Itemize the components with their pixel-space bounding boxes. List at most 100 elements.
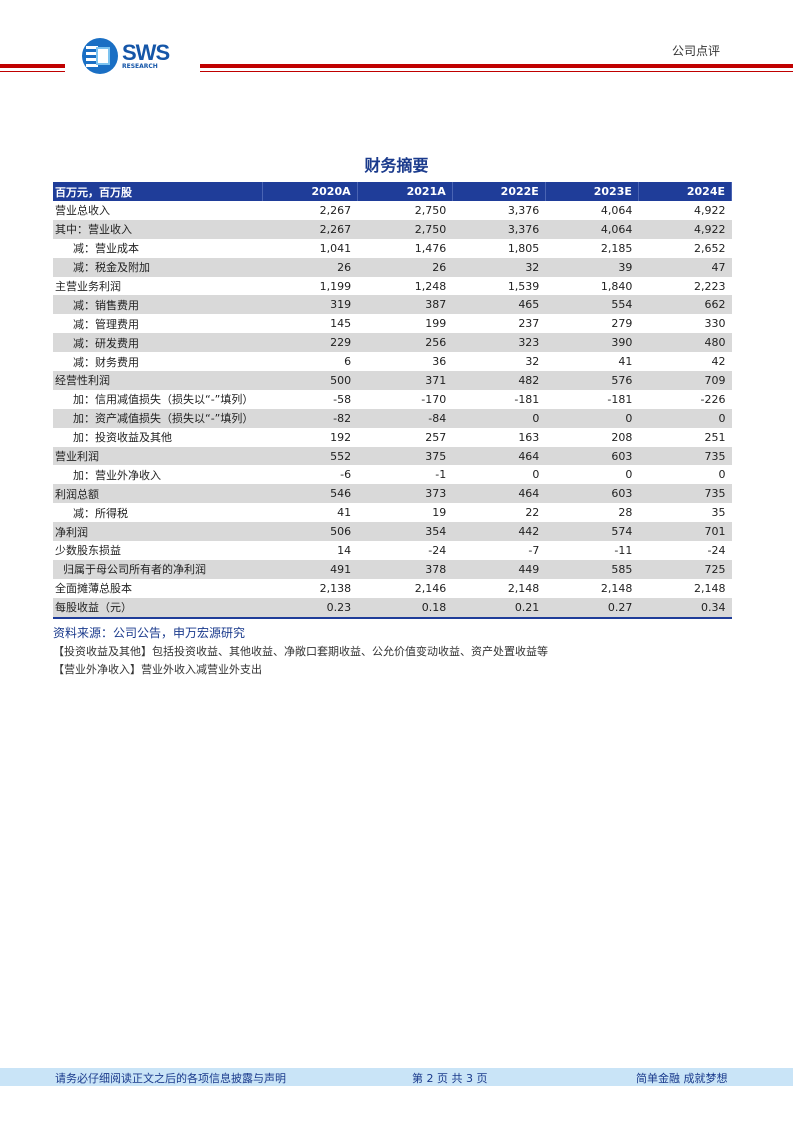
- row-value: 1,539: [507, 279, 540, 293]
- row-value: 319: [262, 295, 358, 315]
- row-value: 145: [330, 317, 352, 331]
- row-value: 42: [711, 355, 726, 369]
- row-label: 少数股东损益: [55, 544, 121, 558]
- row-value: 0: [625, 468, 633, 482]
- row-value: 662: [638, 295, 732, 315]
- row-value: 39: [545, 257, 639, 277]
- table-row: 减：管理费用 145 199 237 279 330: [53, 314, 732, 333]
- row-label: 净利润: [53, 522, 262, 542]
- header-rule-left: [0, 64, 65, 68]
- row-value: 0: [545, 408, 639, 428]
- row-value: 480: [638, 333, 732, 353]
- row-label: 减：管理费用: [73, 317, 139, 331]
- row-value: 192: [330, 430, 352, 444]
- row-value: 26: [262, 257, 358, 277]
- row-value: -1: [435, 468, 447, 482]
- row-value: 735: [638, 484, 732, 504]
- row-label: 加：资产减值损失（损失以“-”填列）: [53, 408, 262, 428]
- table-row: 营业利润 552 375 464 603 735: [53, 446, 732, 466]
- row-value: 4,064: [600, 203, 633, 217]
- row-value: 465: [452, 295, 546, 315]
- row-value: 0.18: [357, 597, 453, 617]
- row-label: 经营性利润: [53, 371, 262, 390]
- table-row: 减：销售费用 319 387 465 554 662: [53, 295, 732, 315]
- row-value: 449: [452, 559, 546, 579]
- row-value: 32: [452, 257, 546, 277]
- row-value: 701: [638, 522, 732, 542]
- row-value: 0: [718, 468, 726, 482]
- row-value: 199: [425, 317, 447, 331]
- row-value: 2,652: [694, 241, 726, 255]
- row-label: 加：营业外净收入: [73, 468, 161, 482]
- row-label: 加：投资收益及其他: [73, 431, 172, 445]
- row-value: 1,805: [507, 241, 540, 255]
- row-value: 371: [357, 371, 453, 390]
- row-label: 减：销售费用: [53, 295, 262, 315]
- row-value: -170: [421, 392, 447, 406]
- row-value: 482: [452, 371, 546, 390]
- note-non-operating-income: 【营业外净收入】营业外收入减营业外支出: [53, 663, 262, 676]
- row-value: -181: [607, 392, 633, 406]
- row-label: 其中：营业收入: [53, 219, 262, 239]
- table-row: 加：信用减值损失（损失以“-”填列） -58 -170 -181 -181 -226: [53, 390, 732, 409]
- row-value: 0: [638, 408, 732, 428]
- row-value: 464: [452, 484, 546, 504]
- row-value: 735: [638, 446, 732, 466]
- row-value: 378: [357, 559, 453, 579]
- row-value: 709: [638, 371, 732, 390]
- row-label: 减：财务费用: [73, 355, 139, 369]
- row-value: 47: [638, 257, 732, 277]
- row-label: 减：税金及附加: [53, 257, 262, 277]
- row-value: 464: [452, 446, 546, 466]
- row-value: 500: [262, 371, 358, 390]
- row-value: 725: [638, 559, 732, 579]
- row-label: 归属于母公司所有者的净利润: [53, 559, 262, 579]
- row-label: 加：信用减值损失（损失以“-”填列）: [73, 393, 254, 407]
- row-value: 2,223: [694, 279, 726, 293]
- row-value: -226: [700, 392, 726, 406]
- row-value: 387: [357, 295, 453, 315]
- row-value: 3,376: [507, 203, 540, 217]
- row-value: 2,138: [319, 581, 352, 595]
- footer-slogan: 简单金融 成就梦想: [636, 1072, 728, 1085]
- row-value: 0: [532, 468, 540, 482]
- page-title: 财务摘要: [364, 156, 429, 175]
- row-value: 41: [337, 506, 352, 520]
- column-header-year: 2021A: [357, 182, 453, 201]
- table-row: 营业总收入 2,267 2,750 3,376 4,064 4,922: [53, 201, 732, 220]
- table-row: 加：投资收益及其他 192 257 163 208 251: [53, 428, 732, 447]
- row-value: 2,146: [414, 581, 447, 595]
- table-row: 归属于母公司所有者的净利润 491 378 449 585 725: [53, 559, 732, 579]
- row-value: -11: [614, 543, 633, 557]
- table-row: 利润总额 546 373 464 603 735: [53, 484, 732, 504]
- row-value: 6: [344, 355, 352, 369]
- column-header-year: 2023E: [545, 182, 639, 201]
- column-header-unit: 百万元，百万股: [53, 182, 263, 201]
- footer-bar: 请务必仔细阅读正文之后的各项信息披露与声明 第 2 页 共 3 页 简单金融 成…: [0, 1068, 793, 1086]
- footer-disclaimer: 请务必仔细阅读正文之后的各项信息披露与声明: [55, 1072, 286, 1085]
- row-value: -7: [528, 543, 540, 557]
- table-row: 主营业务利润 1,199 1,248 1,539 1,840 2,223: [53, 277, 732, 296]
- table-row: 减：财务费用 6 36 32 41 42: [53, 352, 732, 371]
- row-value: 0.21: [452, 597, 546, 617]
- row-value: 35: [711, 506, 726, 520]
- table-bottom-rule: [53, 617, 732, 619]
- row-value: 603: [545, 446, 639, 466]
- row-value: 0.27: [545, 597, 639, 617]
- row-value: 19: [432, 506, 447, 520]
- table-header-row: 百万元，百万股 2020A 2021A 2022E 2023E 2024E: [53, 182, 733, 201]
- row-value: 375: [357, 446, 453, 466]
- row-value: 257: [425, 430, 447, 444]
- row-value: 2,148: [694, 581, 726, 595]
- row-value: 4,922: [638, 219, 732, 239]
- logo-icon: [82, 38, 118, 74]
- logo-subtext: RESEARCH: [122, 63, 158, 70]
- row-value: 26: [357, 257, 453, 277]
- row-value: -6: [340, 468, 352, 482]
- row-value: 1,248: [414, 279, 447, 293]
- row-value: 2,750: [414, 203, 447, 217]
- table-row: 净利润 506 354 442 574 701: [53, 522, 732, 542]
- row-value: 2,185: [600, 241, 633, 255]
- table-row: 减：税金及附加 26 26 32 39 47: [53, 257, 732, 277]
- row-value: 0.23: [262, 597, 358, 617]
